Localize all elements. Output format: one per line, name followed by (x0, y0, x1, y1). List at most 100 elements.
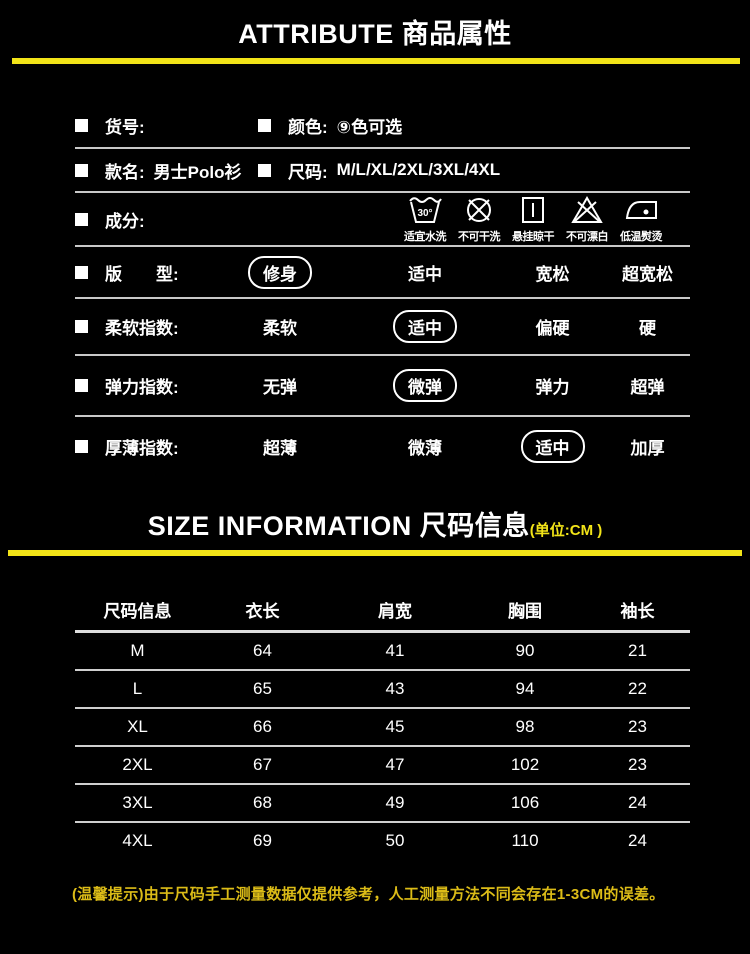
size-section-title: SIZE INFORMATION 尺码信息(单位:CM ) (0, 511, 750, 546)
fit-option: 适中 (408, 264, 442, 284)
square-bullet-icon (75, 265, 88, 279)
hang-dry-icon (515, 195, 551, 225)
table-cell: 2XL (122, 755, 153, 774)
table-row: XL 66 45 98 23 (75, 709, 690, 747)
attr-row-fit: 版 型: 修身 适中 宽松 超宽松 (75, 247, 690, 299)
care-caption: 悬挂晾干 (512, 230, 555, 243)
care-item-wash: 30° 适宜水洗 (398, 195, 452, 244)
table-cell: 110 (511, 831, 539, 850)
softness-label: 柔软指数: (105, 319, 179, 338)
thickness-option-selected: 适中 (500, 429, 605, 463)
square-bullet-icon (75, 163, 88, 177)
size-range-value: M/L/XL/2XL/3XL/4XL (336, 160, 501, 179)
size-table: 尺码信息 衣长 肩宽 胸围 袖长 M 64 41 90 21 L 65 43 9… (75, 588, 690, 859)
table-cell: 23 (628, 755, 647, 774)
item-number-cell: 货号: (75, 113, 258, 138)
table-cell: XL (127, 717, 148, 736)
column-header: 胸围 (508, 601, 542, 621)
attr-row-elasticity: 弹力指数: 无弹 微弹 弹力 超弹 (75, 356, 690, 417)
unit-note: (单位:CM ) (529, 522, 603, 539)
attr-row-item-number-color: 货号: 颜色: ⑨色可选 (75, 103, 690, 149)
softness-option-selected: 适中 (350, 310, 500, 343)
size-title-en: SIZE INFORMATION (147, 511, 412, 541)
table-cell: 106 (510, 793, 540, 812)
column-header: 尺码信息 (103, 601, 172, 621)
attr-row-style-size: 款名: 男士Polo衫 尺码: M/L/XL/2XL/3XL/4XL (75, 149, 690, 193)
attr-row-composition: 成分: 30° 适宜水洗 (75, 193, 690, 247)
table-row: 3XL 68 49 106 24 (75, 785, 690, 823)
square-bullet-icon (258, 163, 271, 177)
elasticity-label: 弹力指数: (105, 378, 179, 397)
table-cell: 23 (628, 717, 647, 736)
elasticity-option: 超弹 (630, 378, 665, 397)
no-bleach-icon (569, 195, 605, 225)
elasticity-label-cell: 弹力指数: (75, 373, 210, 398)
square-bullet-icon (75, 320, 88, 333)
table-cell: 98 (515, 717, 535, 736)
softness-option: 偏硬 (535, 319, 570, 338)
table-row: L 65 43 94 22 (75, 671, 690, 709)
size-range-cell: 尺码: M/L/XL/2XL/3XL/4XL (258, 158, 690, 183)
table-cell: 102 (510, 755, 540, 774)
table-cell: 69 (253, 831, 272, 850)
softness-option: 硬 (639, 319, 656, 338)
table-cell: 22 (628, 679, 647, 698)
thickness-option: 微薄 (408, 438, 442, 458)
thickness-label: 厚薄指数: (105, 438, 179, 458)
fit-label: 版 型: (105, 264, 179, 284)
table-cell: 21 (628, 641, 647, 660)
size-title-zh: 尺码信息 (419, 511, 530, 541)
softness-label-cell: 柔软指数: (75, 314, 210, 339)
attr-row-softness: 柔软指数: 柔软 适中 偏硬 硬 (75, 299, 690, 356)
fit-option-selected: 修身 (210, 255, 350, 289)
thickness-option: 加厚 (630, 438, 665, 458)
square-bullet-icon (75, 118, 88, 132)
style-name-cell: 款名: 男士Polo衫 (75, 158, 258, 183)
table-cell: 47 (385, 755, 405, 774)
elasticity-option-selected: 微弹 (350, 369, 500, 402)
size-range-label: 尺码: (288, 162, 328, 182)
elasticity-option: 无弹 (263, 378, 297, 397)
color-label: 颜色: (288, 117, 328, 137)
square-bullet-icon (75, 379, 88, 392)
svg-text:30°: 30° (417, 208, 432, 219)
table-row: 2XL 67 47 102 23 (75, 747, 690, 785)
yellow-divider-bar (8, 550, 742, 556)
composition-label: 成分: (105, 211, 145, 231)
softness-option: 柔软 (263, 319, 297, 338)
attribute-title-zh: 商品属性 (401, 19, 512, 49)
thickness-option: 超薄 (263, 438, 297, 458)
style-name-value: 男士Polo衫 (153, 162, 242, 182)
care-icons-group: 30° 适宜水洗 不可干洗 (398, 195, 668, 244)
table-cell: 43 (385, 679, 405, 698)
table-cell: M (130, 641, 145, 660)
table-cell: 64 (253, 641, 272, 660)
wash-30-icon: 30° (407, 195, 443, 225)
elasticity-option: 弹力 (535, 378, 570, 397)
table-cell: 65 (253, 679, 272, 698)
attribute-rows: 货号: 颜色: ⑨色可选 款名: 男士Polo衫 尺码: M/L/XL/2XL/… (75, 103, 690, 475)
table-cell: 24 (628, 793, 647, 812)
attr-row-thickness: 厚薄指数: 超薄 微薄 适中 加厚 (75, 417, 690, 475)
composition-cell: 成分: (75, 207, 154, 232)
square-bullet-icon (258, 118, 271, 132)
care-item-low-iron: 低温熨烫 (614, 195, 668, 244)
care-item-no-dry-clean: 不可干洗 (452, 195, 506, 244)
square-bullet-icon (75, 439, 88, 453)
care-caption: 不可干洗 (458, 230, 501, 243)
table-cell: 67 (253, 755, 272, 774)
care-caption: 不可漂白 (566, 230, 609, 243)
table-cell: 24 (628, 831, 647, 850)
table-row: M 64 41 90 21 (75, 633, 690, 671)
table-cell: 68 (253, 793, 272, 812)
table-cell: 90 (515, 641, 535, 660)
attribute-title-en: ATTRIBUTE (238, 19, 394, 49)
column-header: 袖长 (620, 601, 655, 621)
attribute-section-title: ATTRIBUTE 商品属性 (0, 0, 750, 52)
care-item-no-bleach: 不可漂白 (560, 195, 614, 244)
care-item-hang-dry: 悬挂晾干 (506, 195, 560, 244)
measurement-disclaimer: (温馨提示)由于尺码手工测量数据仅提供参考，人工测量方法不同会存在1-3CM的误… (72, 886, 665, 903)
color-value: ⑨色可选 (336, 117, 403, 137)
thickness-label-cell: 厚薄指数: (75, 434, 210, 459)
table-cell: 3XL (122, 793, 153, 812)
